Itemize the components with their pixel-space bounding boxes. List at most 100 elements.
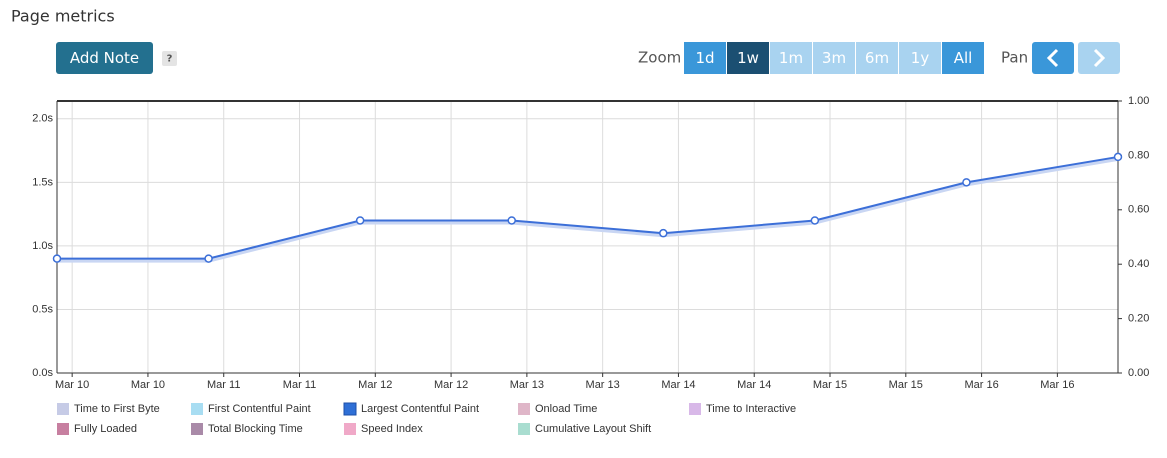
zoom-button-label[interactable]: 1w — [737, 49, 759, 67]
y2-tick-label: 0.60 — [1128, 204, 1149, 216]
zoom-button-label[interactable]: All — [954, 49, 973, 67]
legend-swatch[interactable] — [343, 402, 357, 416]
zoom-button[interactable]: 1m — [770, 42, 812, 74]
x-tick-label: Mar 11 — [283, 379, 316, 391]
zoom-button-bg[interactable] — [856, 42, 898, 74]
x-tick-label: Mar 10 — [55, 379, 89, 391]
zoom-button[interactable]: 1w — [727, 42, 769, 74]
data-point[interactable] — [1113, 152, 1123, 162]
pan-left-bg[interactable] — [1032, 42, 1074, 74]
zoom-button-bg[interactable] — [899, 42, 941, 74]
legend-item[interactable]: First Contentful Paint — [191, 403, 311, 415]
legend-item[interactable]: Time to Interactive — [689, 403, 796, 415]
x-tick-label: Mar 12 — [434, 379, 468, 391]
pan-label: Pan — [1001, 49, 1028, 67]
zoom-button[interactable]: All — [942, 42, 984, 74]
x-tick-label: Mar 10 — [131, 379, 165, 391]
y2-tick-label: 0.80 — [1128, 149, 1149, 161]
button-label[interactable]: Add Note — [70, 49, 139, 67]
legend-label[interactable]: Largest Contentful Paint — [361, 403, 479, 415]
legend-label[interactable]: First Contentful Paint — [208, 403, 311, 415]
legend-label[interactable]: Speed Index — [361, 423, 423, 435]
zoom-button-bg[interactable] — [727, 42, 769, 74]
x-tick-label: Mar 15 — [889, 379, 923, 391]
legend-item[interactable]: Fully Loaded — [57, 423, 137, 435]
button-bg[interactable] — [56, 42, 153, 74]
data-point[interactable] — [507, 216, 516, 225]
zoom-button-label[interactable]: 1m — [779, 49, 803, 67]
pan-right[interactable] — [1078, 42, 1120, 74]
y-tick-label: 1.5s — [32, 176, 53, 188]
legend-swatch[interactable] — [518, 423, 530, 435]
pan-right-bg[interactable] — [1078, 42, 1120, 74]
page-title: Page metrics — [11, 7, 115, 26]
legend-label[interactable]: Fully Loaded — [74, 423, 137, 435]
legend-label[interactable]: Time to Interactive — [706, 403, 796, 415]
zoom-button-bg[interactable] — [684, 42, 726, 74]
x-tick-label: Mar 14 — [737, 379, 771, 391]
y-tick-label: 2.0s — [32, 113, 53, 125]
pan-left-arrow[interactable] — [1046, 48, 1059, 68]
zoom-button-label[interactable]: 6m — [865, 49, 889, 67]
x-tick-label: Mar 14 — [661, 379, 695, 391]
y-tick-label: 0.5s — [32, 303, 53, 315]
data-point[interactable] — [204, 254, 213, 263]
data-point[interactable] — [962, 178, 971, 187]
legend-label[interactable]: Time to First Byte — [74, 403, 160, 415]
data-point[interactable] — [810, 216, 820, 225]
legend-item[interactable]: Speed Index — [344, 423, 423, 435]
series-shadow — [57, 156, 1119, 263]
zoom-button-bg[interactable] — [813, 42, 855, 74]
y2-tick-label: 0.00 — [1128, 367, 1149, 379]
zoom-button[interactable]: 6m — [856, 42, 898, 74]
zoom-button[interactable]: 1d — [684, 42, 726, 74]
x-tick-label: Mar 15 — [813, 379, 847, 391]
x-tick-label: Mar 16 — [964, 379, 998, 391]
legend-item[interactable]: Cumulative Layout Shift — [518, 423, 651, 435]
add-note-button[interactable]: Add Note — [56, 42, 153, 74]
data-point[interactable] — [659, 228, 668, 238]
legend-swatch[interactable] — [344, 423, 356, 435]
y2-tick-label: 0.40 — [1128, 258, 1149, 270]
x-tick-label: Mar 12 — [358, 379, 392, 391]
legend-item[interactable]: Total Blocking Time — [191, 423, 303, 435]
x-tick-label: Mar 11 — [207, 379, 240, 391]
help-label[interactable]: ? — [167, 54, 173, 65]
zoom-button-label[interactable]: 1y — [911, 49, 930, 67]
pan-left[interactable] — [1032, 42, 1074, 74]
legend-swatch[interactable] — [191, 423, 203, 435]
legend-swatch[interactable] — [518, 403, 530, 415]
y2-tick-label: 1.00 — [1128, 95, 1149, 107]
zoom-button[interactable]: 1y — [899, 42, 941, 74]
legend-item[interactable]: Largest Contentful Paint — [343, 402, 479, 416]
zoom-button-label[interactable]: 3m — [822, 49, 846, 67]
y-tick-label: 0.0s — [32, 367, 53, 379]
series-line — [57, 155, 1119, 260]
legend-swatch[interactable] — [57, 403, 69, 415]
x-tick-label: Mar 13 — [510, 379, 544, 391]
legend-swatch[interactable] — [57, 423, 69, 435]
y2-tick-label: 0.20 — [1128, 313, 1149, 325]
zoom-label: Zoom — [638, 49, 681, 67]
help-icon[interactable]: ? — [162, 51, 177, 66]
zoom-button-label[interactable]: 1d — [695, 49, 714, 67]
zoom-button-bg[interactable] — [770, 42, 812, 74]
legend-label[interactable]: Onload Time — [535, 403, 597, 415]
x-tick-label: Mar 13 — [586, 379, 620, 391]
legend-label[interactable]: Total Blocking Time — [208, 423, 303, 435]
zoom-button[interactable]: 3m — [813, 42, 855, 74]
pan-right-arrow[interactable] — [1093, 48, 1106, 68]
legend-item[interactable]: Time to First Byte — [57, 403, 160, 415]
legend-swatch[interactable] — [191, 403, 203, 415]
y-tick-label: 1.0s — [32, 240, 53, 252]
data-point[interactable] — [52, 254, 62, 263]
legend-swatch[interactable] — [689, 403, 701, 415]
legend-label[interactable]: Cumulative Layout Shift — [535, 423, 651, 435]
data-point[interactable] — [355, 216, 365, 225]
zoom-button-bg[interactable] — [942, 42, 984, 74]
legend-item[interactable]: Onload Time — [518, 403, 597, 415]
x-tick-label: Mar 16 — [1040, 379, 1074, 391]
help-bg[interactable] — [162, 51, 177, 66]
